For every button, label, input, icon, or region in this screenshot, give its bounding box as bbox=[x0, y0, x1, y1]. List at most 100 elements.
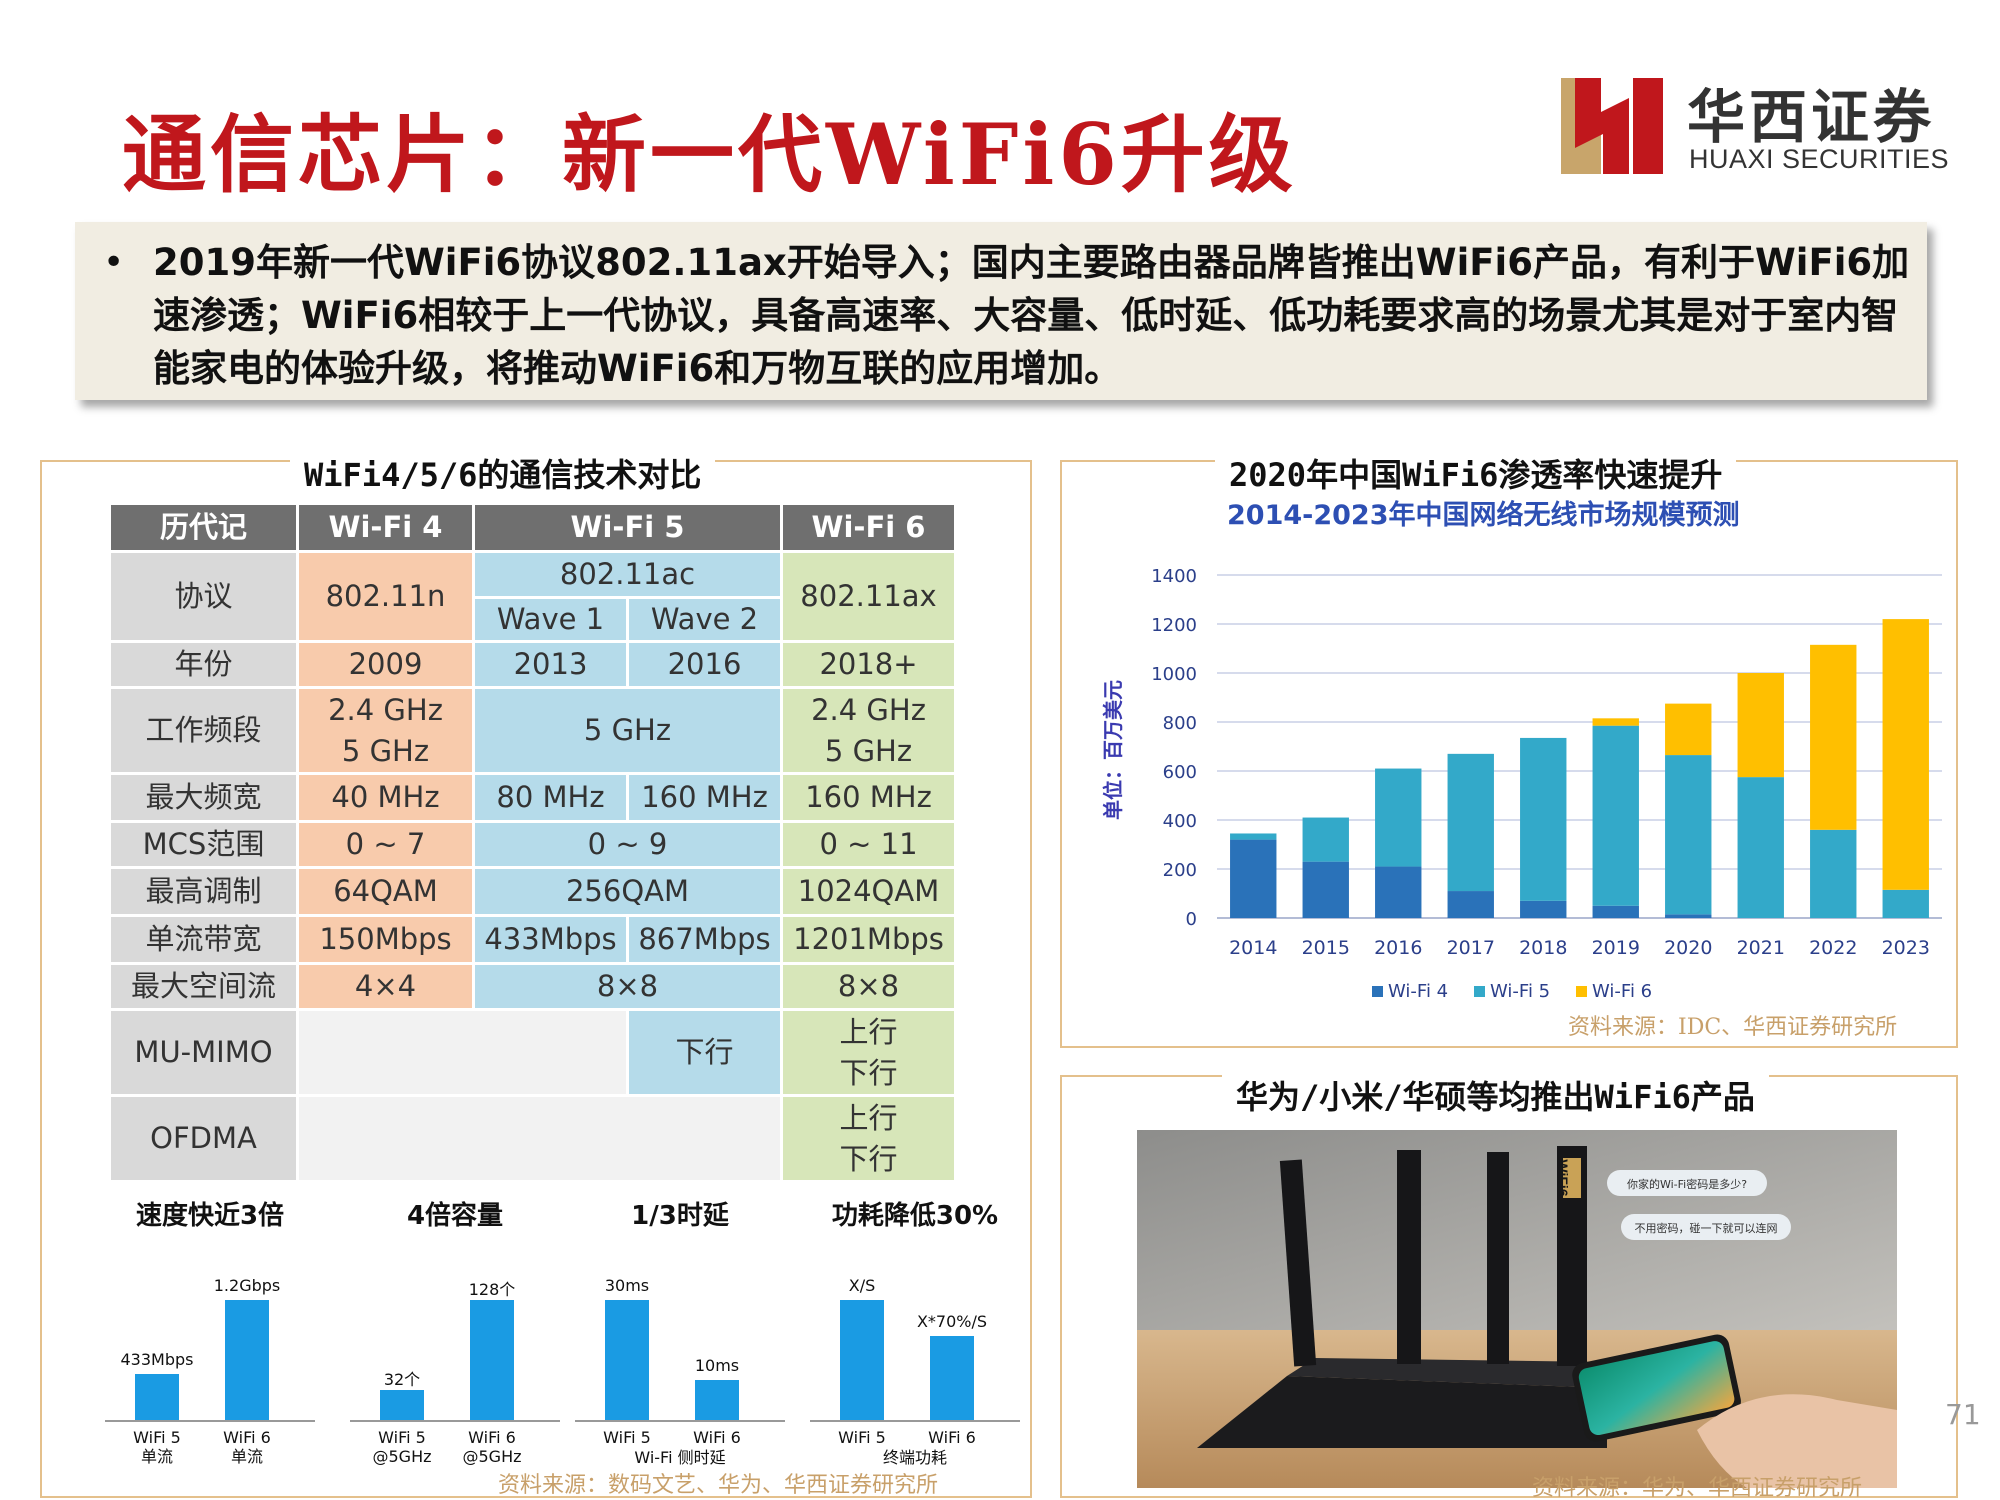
bar-wi-fi-4 bbox=[1520, 900, 1567, 918]
mini-chart-sublabel: 终端功耗 bbox=[882, 1448, 947, 1467]
mini-bar-label: WiFi 5 bbox=[603, 1428, 651, 1447]
ofdma-wifi6: 上行 下行 bbox=[780, 1094, 957, 1183]
mimo-wave2: 下行 bbox=[626, 1008, 783, 1097]
mimo-wifi6: 上行 下行 bbox=[780, 1008, 957, 1097]
mcs-wifi5: 0 ~ 9 bbox=[472, 820, 783, 869]
band-5ghz: 5 GHz bbox=[824, 733, 913, 768]
year-wave1: 2013 bbox=[472, 640, 629, 689]
band-24ghz: 2.4 GHz bbox=[811, 692, 926, 727]
mini-bar-value: 30ms bbox=[604, 1276, 650, 1295]
mini-chart: 速度快近3倍 433Mbps WiFi 5 单流 1.2Gbps WiFi 6 单流 bbox=[105, 1195, 315, 1475]
bar-wi-fi-6 bbox=[1665, 703, 1712, 756]
rate-wave1: 433Mbps bbox=[472, 914, 629, 965]
band-wifi6: 2.4 GHz 5 GHz bbox=[780, 686, 957, 775]
chart-title: 2014-2023年中国网络无线市场规模预测 bbox=[1227, 499, 1740, 531]
uplink: 上行 bbox=[839, 1100, 898, 1135]
y-tick-label: 0 bbox=[1186, 909, 1197, 930]
mini-axis bbox=[810, 1420, 1020, 1422]
mini-bar-wifi6 bbox=[225, 1300, 269, 1420]
mcs-wifi4: 0 ~ 7 bbox=[296, 820, 475, 869]
mini-bar-wifi5 bbox=[380, 1390, 424, 1420]
chat-bubble-1: 你家的Wi-Fi密码是多少? bbox=[1627, 1177, 1747, 1191]
bullet-icon: • bbox=[103, 242, 125, 283]
y-tick-label: 600 bbox=[1163, 762, 1197, 783]
ss-wifi5: 8×8 bbox=[472, 962, 783, 1011]
mini-bar-value: X/S bbox=[848, 1276, 876, 1295]
bar-wi-fi-5 bbox=[1520, 737, 1567, 901]
mini-chart-title: 速度快近3倍 bbox=[135, 1201, 285, 1231]
mini-bar-wifi5 bbox=[605, 1300, 649, 1420]
header-generation: 历代记 bbox=[108, 502, 299, 553]
y-tick-label: 800 bbox=[1163, 713, 1197, 734]
bar-wi-fi-4 bbox=[1592, 905, 1639, 918]
legend-swatch bbox=[1474, 986, 1485, 997]
mini-bar-label: WiFi 5 单流 bbox=[133, 1428, 181, 1466]
year-wifi4: 2009 bbox=[296, 640, 475, 689]
row-band: 工作频段 bbox=[108, 686, 299, 775]
band-wifi4: 2.4 GHz 5 GHz bbox=[296, 686, 475, 775]
header-wifi4: Wi-Fi 4 bbox=[296, 502, 475, 553]
header-wifi6: Wi-Fi 6 bbox=[780, 502, 957, 553]
chart-panel-title: 2020年中国WiFi6渗透率快速提升 bbox=[1215, 450, 1737, 496]
chart-source: 资料来源：IDC、华西证券研究所 bbox=[1568, 1015, 1898, 1040]
mini-chart-title: 功耗降低30% bbox=[831, 1201, 999, 1231]
row-stream-rate: 单流带宽 bbox=[108, 914, 299, 965]
bar-wi-fi-5 bbox=[1810, 829, 1857, 918]
x-tick-label: 2023 bbox=[1882, 937, 1930, 959]
x-tick-label: 2015 bbox=[1302, 937, 1350, 959]
rate-wifi6: 1201Mbps bbox=[780, 914, 957, 965]
bar-wi-fi-5 bbox=[1447, 753, 1494, 892]
huaxi-logo-mark-icon bbox=[1561, 78, 1663, 174]
mini-bar-value: 128个 bbox=[468, 1280, 516, 1299]
legend-label: Wi-Fi 4 bbox=[1388, 981, 1448, 1002]
mini-bar-value: 32个 bbox=[383, 1370, 421, 1389]
bar-wi-fi-4 bbox=[1230, 839, 1277, 918]
page-title: 通信芯片：新一代WiFi6升级 bbox=[122, 105, 1297, 204]
bw-wave1: 80 MHz bbox=[472, 772, 629, 823]
summary-text: 2019年新一代WiFi6协议802.11ax开始导入；国内主要路由器品牌皆推出… bbox=[153, 241, 1910, 390]
legend-swatch bbox=[1372, 986, 1383, 997]
logo-english-name: HUAXI SECURITIES bbox=[1689, 144, 1950, 174]
x-tick-label: 2020 bbox=[1664, 937, 1712, 959]
row-mu-mimo: MU-MIMO bbox=[108, 1008, 299, 1097]
bar-wi-fi-5 bbox=[1592, 725, 1639, 906]
x-tick-label: 2017 bbox=[1447, 937, 1495, 959]
bw-wave2: 160 MHz bbox=[626, 772, 783, 823]
year-wave2: 2016 bbox=[626, 640, 783, 689]
ss-wifi4: 4×4 bbox=[296, 962, 475, 1011]
bw-wifi4: 40 MHz bbox=[296, 772, 475, 823]
year-wifi6: 2018+ bbox=[780, 640, 957, 689]
mimo-empty bbox=[296, 1008, 629, 1097]
page-number: 71 bbox=[1945, 1398, 1981, 1431]
row-ofdma: OFDMA bbox=[108, 1094, 299, 1183]
logo-chinese-name: 华西证券 bbox=[1687, 83, 1936, 151]
rate-wave2: 867Mbps bbox=[626, 914, 783, 965]
band-5ghz: 5 GHz bbox=[341, 733, 430, 768]
mini-bar-value: X*70%/S bbox=[916, 1312, 988, 1331]
legend-label: Wi-Fi 6 bbox=[1592, 981, 1652, 1002]
mini-bar-value: 433Mbps bbox=[120, 1350, 194, 1370]
protocol-wifi4: 802.11n bbox=[296, 550, 475, 643]
mini-bar-label: WiFi 6 bbox=[928, 1428, 976, 1447]
x-tick-label: 2014 bbox=[1229, 937, 1277, 959]
mini-axis bbox=[105, 1420, 315, 1422]
band-24ghz: 2.4 GHz bbox=[328, 692, 443, 727]
mod-wifi6: 1024QAM bbox=[780, 866, 957, 917]
router-badge: WiFi6 bbox=[1555, 1159, 1571, 1196]
mini-bar-label: WiFi 5 bbox=[838, 1428, 886, 1447]
protocol-wifi6: 802.11ax bbox=[780, 550, 957, 643]
row-spatial-streams: 最大空间流 bbox=[108, 962, 299, 1011]
mini-chart: 功耗降低30% X/S WiFi 5 X*70%/S WiFi 6 终端功耗 bbox=[810, 1195, 1020, 1475]
router-illustration: WiFi6 你家的Wi-Fi密码是多少? 不用密码，碰一下就可以连网 bbox=[1137, 1130, 1897, 1488]
mini-axis bbox=[350, 1420, 560, 1422]
rate-wifi4: 150Mbps bbox=[296, 914, 475, 965]
wifi-comparison-table: 历代记 Wi-Fi 4 Wi-Fi 5 Wi-Fi 6 协议 802.11n 8… bbox=[108, 502, 957, 1183]
photo-source: 资料来源：华为、华西证券研究所 bbox=[1532, 1476, 1863, 1500]
mini-bar-label: WiFi 6 @5GHz bbox=[462, 1428, 522, 1466]
protocol-wifi5: 802.11ac bbox=[472, 550, 783, 599]
bar-wi-fi-5 bbox=[1375, 768, 1422, 867]
row-protocol: 协议 bbox=[108, 550, 299, 643]
mini-bar-value: 1.2Gbps bbox=[213, 1276, 281, 1295]
chat-bubble-2: 不用密码，碰一下就可以连网 bbox=[1635, 1221, 1778, 1235]
